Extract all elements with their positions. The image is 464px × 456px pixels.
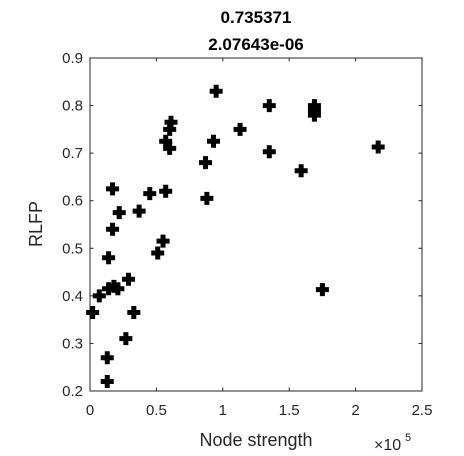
x-tick-label: 0 <box>86 402 94 419</box>
x-tick-label: 1 <box>219 402 227 419</box>
y-tick-label: 0.7 <box>62 145 83 162</box>
y-tick-label: 0.3 <box>62 335 83 352</box>
y-tick-label: 0.5 <box>62 240 83 257</box>
data-point <box>209 84 223 98</box>
data-point <box>262 145 276 159</box>
data-point <box>86 306 100 320</box>
data-point <box>164 115 178 129</box>
data-point <box>122 272 136 286</box>
x-axis-multiplier-exponent: 5 <box>405 432 411 444</box>
x-tick-label: 2.5 <box>412 402 433 419</box>
x-tick-label: 2 <box>351 402 359 419</box>
data-point <box>156 234 170 248</box>
x-axis-label: Node strength <box>199 430 312 450</box>
data-point <box>159 184 173 198</box>
data-point <box>371 140 385 154</box>
data-point <box>315 283 329 297</box>
data-point <box>233 122 247 136</box>
data-points <box>86 84 385 388</box>
data-point <box>163 122 177 136</box>
data-point <box>199 156 213 170</box>
data-point <box>111 282 125 296</box>
data-point <box>127 306 141 320</box>
chart-title-line-2: 2.07643e-06 <box>208 35 303 54</box>
data-point <box>100 374 114 388</box>
x-tick-label: 0.5 <box>146 402 167 419</box>
data-point <box>92 289 106 303</box>
data-point <box>102 251 116 265</box>
data-point <box>112 206 126 220</box>
plot-area-frame <box>89 57 423 392</box>
data-point <box>262 99 276 113</box>
y-axis-label: RLFP <box>26 201 46 247</box>
data-point <box>207 134 221 148</box>
data-point <box>307 108 321 122</box>
data-point <box>294 164 308 178</box>
data-point <box>106 222 120 236</box>
data-point <box>200 191 214 205</box>
y-tick-label: 0.4 <box>62 288 83 305</box>
chart-title-line-1: 0.735371 <box>221 8 292 27</box>
data-point <box>100 351 114 365</box>
data-point <box>159 134 173 148</box>
x-axis-multiplier: ×10 <box>374 437 401 454</box>
y-tick-label: 0.2 <box>62 383 83 400</box>
data-point <box>163 141 177 155</box>
data-point <box>143 187 157 201</box>
y-tick-label: 0.8 <box>62 98 83 115</box>
data-point <box>106 182 120 196</box>
data-point <box>132 204 146 218</box>
axis-ticks: 0 0.5 1 1.5 2 2.5 0.2 0.3 0.4 0.5 0.6 0.7 0.8 0.9 <box>62 50 432 419</box>
y-tick-label: 0.6 <box>62 193 83 210</box>
data-point <box>119 332 133 346</box>
data-point <box>151 246 165 260</box>
y-tick-label: 0.9 <box>62 50 83 67</box>
x-tick-label: 1.5 <box>279 402 300 419</box>
